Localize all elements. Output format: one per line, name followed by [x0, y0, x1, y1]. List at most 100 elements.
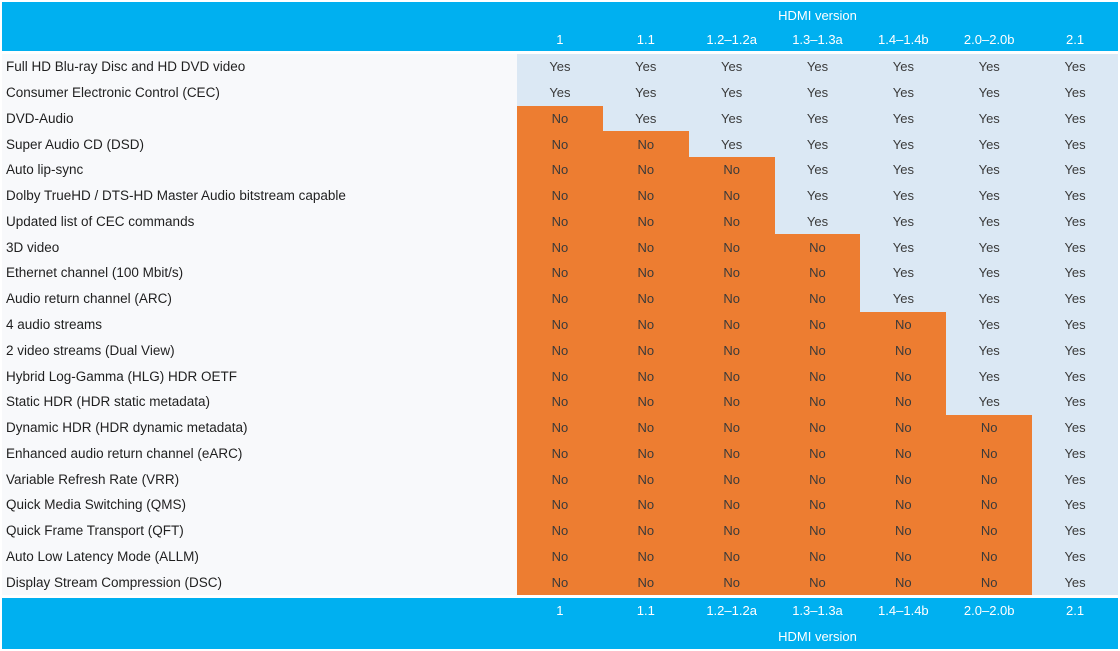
- column-header-label: 1.1: [636, 603, 655, 618]
- column-header-label: 1.3–1.3a: [792, 32, 843, 47]
- cell-yes: Yes: [1032, 466, 1118, 492]
- cell-no: No: [688, 388, 775, 415]
- cell-no: No: [517, 311, 603, 338]
- cell-no: No: [602, 491, 689, 518]
- cell-yes: Yes: [860, 54, 947, 80]
- cell-yes: Yes: [688, 79, 775, 106]
- row-label: 4 audio streams: [2, 311, 517, 338]
- cell-no: No: [517, 260, 603, 286]
- table-row: Auto lip-sync No No No Yes Yes Yes Yes: [2, 157, 1118, 183]
- cell-no: No: [860, 311, 947, 338]
- row-label: Dolby TrueHD / DTS-HD Master Audio bitst…: [2, 182, 517, 209]
- cell-yes: Yes: [1032, 363, 1118, 389]
- cell-no: No: [602, 234, 689, 261]
- cell-no: No: [860, 491, 947, 518]
- cell-yes: Yes: [860, 157, 947, 183]
- table-row: DVD-Audio No Yes Yes Yes Yes Yes Yes: [2, 105, 1118, 132]
- table-row: 2 video streams (Dual View) No No No No No Yes…: [2, 337, 1118, 364]
- cell-no: No: [517, 440, 603, 467]
- row-label: Auto lip-sync: [2, 157, 517, 183]
- cell-no: No: [688, 569, 775, 595]
- cell-no: No: [688, 491, 775, 518]
- cell-yes: Yes: [774, 105, 861, 132]
- table-footer-band: 1 1.1 1.2–1.2a 1.3–1.3a 1.4–1.4b 2.0–2.0b 2.1 …: [2, 598, 1118, 649]
- cell-yes: Yes: [860, 285, 947, 312]
- cell-no: No: [517, 491, 603, 518]
- cell-no: No: [860, 363, 947, 389]
- column-header-label: 2.0–2.0b: [963, 32, 1015, 47]
- cell-yes: Yes: [774, 131, 861, 158]
- column-header-label: 1.3–1.3a: [792, 603, 843, 618]
- cell-yes: Yes: [1032, 234, 1118, 261]
- row-label: Display Stream Compression (DSC): [2, 569, 517, 595]
- cell-no: No: [517, 517, 603, 544]
- header-title: HDMI version: [778, 7, 857, 23]
- table-row: Enhanced audio return channel (eARC) No No…: [2, 440, 1118, 467]
- cell-no: No: [688, 157, 775, 183]
- table-row: Quick Frame Transport (QFT) No No No No No No Y…: [2, 517, 1118, 544]
- table-row: Hybrid Log-Gamma (HLG) HDR OETF No No No No N…: [2, 363, 1118, 389]
- cell-no: No: [946, 491, 1033, 518]
- cell-yes: Yes: [1032, 105, 1118, 132]
- row-label: Audio return channel (ARC): [2, 285, 517, 312]
- cell-yes: Yes: [860, 131, 947, 158]
- cell-no: No: [602, 414, 689, 441]
- cell-yes: Yes: [946, 337, 1033, 364]
- cell-no: No: [517, 414, 603, 441]
- cell-yes: Yes: [946, 311, 1033, 338]
- cell-no: No: [860, 466, 947, 492]
- table-row: Consumer Electronic Control (CEC) Yes Yes Y…: [2, 79, 1118, 106]
- table-row: 3D video No No No No Yes Yes Yes: [2, 234, 1118, 261]
- cell-no: No: [602, 208, 689, 235]
- cell-yes: Yes: [860, 105, 947, 132]
- row-label: Ethernet channel (100 Mbit/s): [2, 260, 517, 286]
- cell-yes: Yes: [517, 79, 603, 106]
- cell-yes: Yes: [774, 79, 861, 106]
- table-row: Audio return channel (ARC) No No No No Yes Yes…: [2, 285, 1118, 312]
- cell-yes: Yes: [946, 363, 1033, 389]
- cell-yes: Yes: [1032, 79, 1118, 106]
- cell-yes: Yes: [946, 285, 1033, 312]
- cell-yes: Yes: [860, 260, 947, 286]
- cell-no: No: [774, 414, 861, 441]
- cell-no: No: [688, 234, 775, 261]
- column-header-label: 1: [556, 32, 564, 47]
- cell-yes: Yes: [774, 208, 861, 235]
- table-row: Variable Refresh Rate (VRR) No No No No No No Y…: [2, 466, 1118, 492]
- body-footer-divider: [2, 595, 1118, 598]
- cell-no: No: [688, 285, 775, 312]
- cell-no: No: [517, 131, 603, 158]
- cell-no: No: [774, 388, 861, 415]
- cell-no: No: [946, 517, 1033, 544]
- cell-yes: Yes: [1032, 131, 1118, 158]
- cell-no: No: [860, 569, 947, 595]
- table-row: Static HDR (HDR static metadata) No No No No…: [2, 388, 1118, 415]
- table-row: Quick Media Switching (QMS) No No No No No No Y…: [2, 491, 1118, 518]
- cell-yes: Yes: [688, 131, 775, 158]
- row-label: Static HDR (HDR static metadata): [2, 388, 517, 415]
- cell-yes: Yes: [946, 131, 1033, 158]
- cell-no: No: [602, 182, 689, 209]
- cell-no: No: [517, 543, 603, 570]
- cell-yes: Yes: [1032, 285, 1118, 312]
- cell-yes: Yes: [946, 105, 1033, 132]
- column-header-label: 1.4–1.4b: [878, 32, 929, 47]
- cell-yes: Yes: [1032, 54, 1118, 80]
- column-header-label: 2.1: [1066, 603, 1085, 618]
- row-label: Quick Media Switching (QMS): [2, 491, 517, 518]
- cell-no: No: [774, 260, 861, 286]
- cell-no: No: [688, 440, 775, 467]
- cell-no: No: [946, 569, 1033, 595]
- footer-columns-row: 1 1.1 1.2–1.2a 1.3–1.3a 1.4–1.4b 2.0–2.0b 2.1: [2, 598, 1118, 623]
- cell-yes: Yes: [1032, 569, 1118, 595]
- cell-yes: Yes: [946, 54, 1033, 80]
- cell-no: No: [602, 131, 689, 158]
- cell-no: No: [602, 388, 689, 415]
- table-row: Auto Low Latency Mode (ALLM) No No No No No No…: [2, 543, 1118, 570]
- cell-no: No: [517, 569, 603, 595]
- row-label: 3D video: [2, 234, 517, 261]
- cell-yes: Yes: [688, 54, 775, 80]
- cell-no: No: [688, 260, 775, 286]
- table-row: Dynamic HDR (HDR dynamic metadata) No No No…: [2, 414, 1118, 441]
- cell-no: No: [774, 569, 861, 595]
